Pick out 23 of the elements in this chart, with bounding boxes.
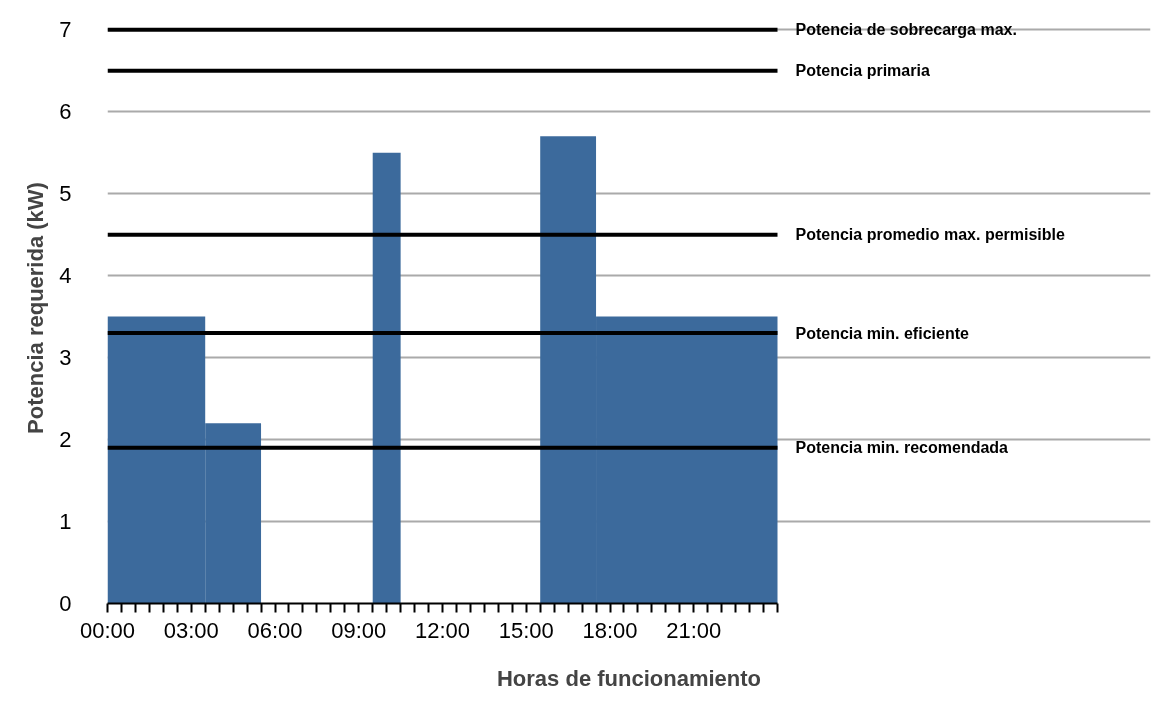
x-axis-title: Horas de funcionamiento xyxy=(496,665,762,691)
y-tick-label: 3 xyxy=(59,345,72,371)
x-tick-label: 03:00 xyxy=(163,617,219,643)
y-tick-label: 5 xyxy=(59,181,72,207)
x-tick-label: 06:00 xyxy=(247,617,303,643)
x-tick-label: 09:00 xyxy=(331,617,387,643)
x-tick-label: 12:00 xyxy=(414,617,471,643)
x-tick-label: 15:00 xyxy=(498,617,554,643)
y-tick-label: 4 xyxy=(59,263,72,289)
y-tick-label: 7 xyxy=(59,17,72,43)
y-tick-label: 6 xyxy=(59,99,72,125)
ref-line-label: Potencia primaria xyxy=(795,62,930,80)
y-tick-label: 2 xyxy=(59,427,72,453)
y-tick-label: 1 xyxy=(59,509,72,535)
ref-line-label: Potencia promedio max. permisible xyxy=(795,226,1066,244)
ref-line-label: Potencia min. eficiente xyxy=(795,324,969,342)
y-tick-label: 0 xyxy=(59,591,72,616)
x-tick-label: 18:00 xyxy=(582,617,638,643)
y-axis-title: Potencia requerida (kW) xyxy=(23,182,49,434)
x-tick-label: 00:00 xyxy=(79,617,136,643)
x-tick-label: 21:00 xyxy=(666,617,722,643)
ref-line-label: Potencia min. recomendada xyxy=(795,439,1009,457)
ref-line-label: Potencia de sobrecarga max. xyxy=(795,21,1017,39)
